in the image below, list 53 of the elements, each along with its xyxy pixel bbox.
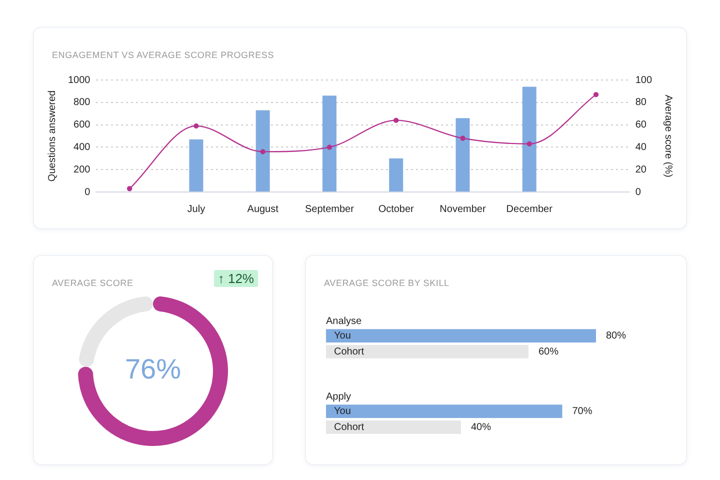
y-tick-label: 400 <box>74 142 91 153</box>
series-label: You <box>334 330 351 342</box>
point <box>526 141 532 146</box>
bar <box>522 86 536 192</box>
x-tick-label: September <box>305 204 355 215</box>
y2-tick-label: 60 <box>635 120 647 131</box>
bar <box>326 420 461 434</box>
text: ↑ 12% <box>214 270 258 287</box>
point <box>593 92 599 98</box>
y2-tick-label: 20 <box>635 164 647 176</box>
text: You <box>334 406 351 418</box>
data-label: 70% <box>572 406 592 418</box>
bar <box>389 158 404 192</box>
bar <box>189 139 204 192</box>
bar <box>326 404 562 418</box>
data-label: 40% <box>471 422 492 433</box>
bar <box>326 344 528 358</box>
category-label: Apply <box>326 391 352 402</box>
bar <box>456 118 470 192</box>
bar <box>322 96 336 192</box>
point <box>194 123 199 129</box>
y2-tick-label: 40 <box>635 142 647 153</box>
text: Cohort <box>334 422 364 433</box>
point <box>394 118 399 123</box>
y-tick-label: 0 <box>84 186 91 198</box>
point <box>260 149 266 154</box>
y2-tick-label: 0 <box>635 186 642 198</box>
point <box>126 186 132 192</box>
x-tick-label: November <box>440 204 486 215</box>
text: 76% <box>124 354 182 385</box>
y-tick-label: 1000 <box>68 74 91 86</box>
y2-tick-label: 100 <box>635 74 652 86</box>
x-tick-label: December <box>506 204 554 215</box>
chart-title: ENGAGEMENT VS AVERAGE SCORE PROGRESS <box>52 50 274 60</box>
x-tick-label: August <box>247 204 279 215</box>
y2-axis-title: Average score (%) <box>662 94 674 178</box>
chart-title: AVERAGE SCORE BY SKILL <box>324 278 450 288</box>
data-label: 80% <box>606 330 626 342</box>
y-tick-label: 200 <box>74 164 91 176</box>
y-axis-title: Questions answered <box>46 90 58 182</box>
x-tick-label: October <box>378 204 415 215</box>
y-tick-label: 600 <box>74 120 91 131</box>
bar <box>256 110 270 192</box>
series-label: Cohort <box>334 346 364 358</box>
category-label: Analyse <box>326 316 362 327</box>
x-tick-label: July <box>187 204 206 215</box>
chart-title: AVERAGE SCORE <box>52 278 134 288</box>
point <box>460 136 466 141</box>
point <box>326 144 332 150</box>
y-tick-label: 800 <box>74 97 91 108</box>
data-label: 60% <box>538 346 559 358</box>
y2-tick-label: 80 <box>635 97 647 108</box>
bar <box>326 329 596 343</box>
